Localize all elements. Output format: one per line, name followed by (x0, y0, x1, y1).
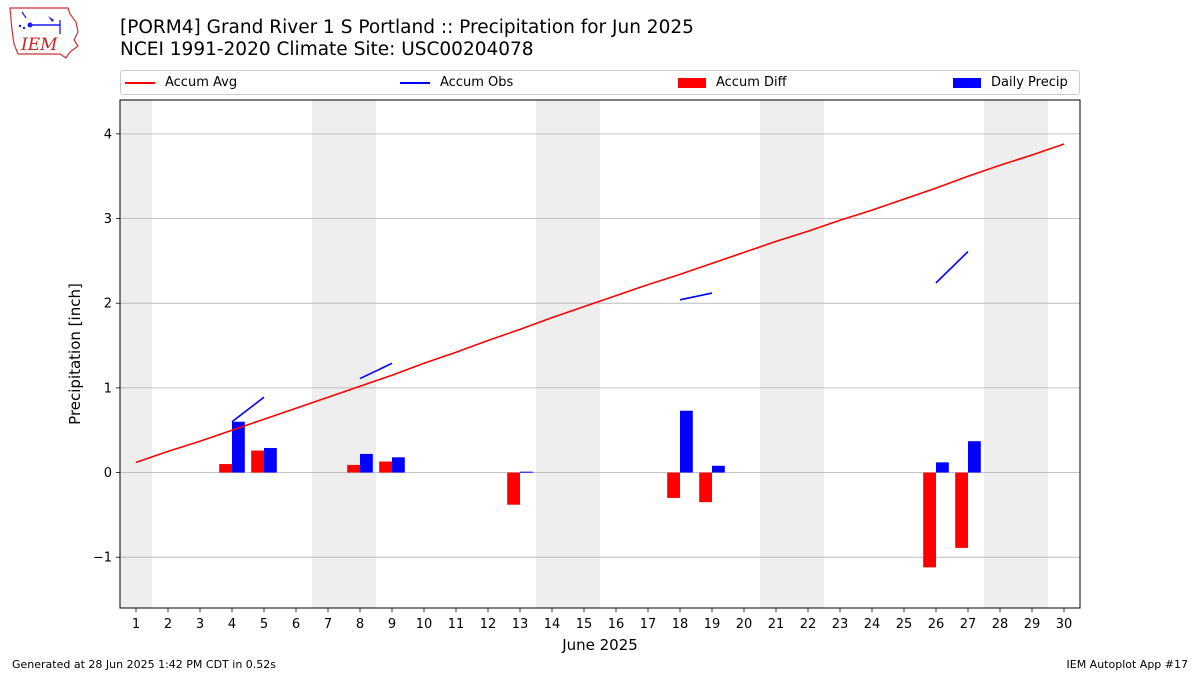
x-tick-label-17: 17 (640, 617, 657, 632)
x-tick-label-2: 2 (164, 617, 172, 632)
footer-generated: Generated at 28 Jun 2025 1:42 PM CDT in … (12, 658, 277, 671)
x-tick-label-21: 21 (768, 617, 785, 632)
legend-label-accum-avg: Accum Avg (165, 75, 238, 90)
legend-entry-accum-diff: Accum Diff (678, 74, 787, 91)
x-tick-label-19: 19 (704, 617, 721, 632)
chart-title: [PORM4] Grand River 1 S Portland :: Prec… (120, 17, 694, 61)
daily-precip-bar-day-5 (264, 447, 277, 473)
legend-swatch-accum-obs (400, 81, 430, 84)
legend: Accum Avg Accum Obs Accum Diff Daily Pre… (120, 70, 1080, 95)
legend-entry-accum-avg: Accum Avg (125, 74, 237, 91)
legend-label-accum-diff: Accum Diff (716, 75, 787, 90)
x-tick-label-6: 6 (292, 617, 300, 632)
x-tick-label-13: 13 (512, 617, 529, 632)
x-tick-label-28: 28 (992, 617, 1009, 632)
accum-diff-bar-day-18 (667, 472, 680, 498)
x-tick-label-7: 7 (324, 617, 332, 632)
daily-precip-bar-day-18 (680, 410, 693, 473)
x-tick-label-5: 5 (260, 617, 268, 632)
x-tick-label-16: 16 (608, 617, 625, 632)
footer-app-id: IEM Autoplot App #17 (1066, 658, 1189, 671)
legend-label-accum-obs: Accum Obs (440, 75, 514, 90)
x-tick-label-30: 30 (1056, 617, 1073, 632)
x-axis-label: June 2025 (561, 636, 638, 654)
x-tick-label-29: 29 (1024, 617, 1041, 632)
accum-obs-segment-1 (359, 362, 393, 380)
daily-precip-bar-day-19 (712, 465, 725, 473)
legend-label-daily-precip: Daily Precip (991, 75, 1068, 90)
weekend-shade-2 (536, 100, 600, 608)
y-tick-label-0: −1 (93, 551, 112, 566)
weekend-shade-1 (312, 100, 376, 608)
title-line-2: NCEI 1991-2020 Climate Site: USC00204078 (120, 39, 534, 60)
y-axis-label: Precipitation [inch] (66, 283, 84, 425)
weekend-shade-3 (760, 100, 824, 608)
accum-diff-bar-day-4 (219, 464, 232, 473)
accum-obs-segment-2 (679, 292, 713, 301)
accum-diff-bar-day-9 (379, 461, 392, 473)
accum-obs-segment-0 (231, 396, 265, 423)
x-tick-label-24: 24 (864, 617, 881, 632)
legend-swatch-accum-diff (678, 77, 706, 88)
weekend-shade-4 (984, 100, 1048, 608)
legend-swatch-daily-precip (953, 77, 981, 88)
accum-obs-segment-3 (935, 250, 969, 284)
accum-diff-bar-day-26 (923, 472, 936, 568)
accum-diff-bar-day-13 (507, 472, 520, 505)
daily-precip-bar-day-27 (968, 441, 981, 473)
x-tick-label-15: 15 (576, 617, 593, 632)
x-tick-label-3: 3 (196, 617, 204, 632)
legend-entry-accum-obs: Accum Obs (400, 74, 513, 91)
weekend-shade-0 (120, 100, 152, 608)
x-tick-label-27: 27 (960, 617, 977, 632)
daily-precip-bar-day-9 (392, 457, 405, 473)
x-tick-label-9: 9 (388, 617, 396, 632)
y-tick-label-1: 0 (104, 466, 112, 481)
daily-precip-bar-day-26 (936, 462, 949, 473)
accum-diff-bar-day-8 (347, 464, 360, 473)
daily-precip-bar-day-4 (232, 421, 245, 473)
iem-logo: IEM (9, 7, 79, 59)
accum-diff-bar-day-19 (699, 472, 712, 503)
x-tick-label-18: 18 (672, 617, 689, 632)
daily-precip-bar-day-13 (520, 471, 533, 473)
legend-entry-daily-precip: Daily Precip (953, 74, 1068, 91)
x-tick-label-23: 23 (832, 617, 849, 632)
x-tick-label-12: 12 (480, 617, 497, 632)
y-tick-label-4: 3 (104, 212, 112, 227)
y-tick-label-3: 2 (104, 297, 112, 312)
y-tick-label-5: 4 (104, 127, 112, 142)
legend-swatch-accum-avg (125, 81, 155, 84)
x-tick-label-4: 4 (228, 617, 236, 632)
x-tick-label-8: 8 (356, 617, 364, 632)
accum-diff-bar-day-5 (251, 450, 264, 473)
x-tick-label-11: 11 (448, 617, 465, 632)
x-tick-label-22: 22 (800, 617, 817, 632)
logo-text: IEM (20, 35, 58, 55)
daily-precip-bar-day-8 (360, 453, 373, 473)
x-tick-label-1: 1 (132, 617, 140, 632)
x-tick-label-25: 25 (896, 617, 913, 632)
x-tick-label-26: 26 (928, 617, 945, 632)
x-tick-label-14: 14 (544, 617, 561, 632)
accum-diff-bar-day-27 (955, 472, 968, 548)
plot-frame (119, 99, 1081, 609)
y-tick-label-2: 1 (104, 381, 112, 396)
title-line-1: [PORM4] Grand River 1 S Portland :: Prec… (120, 17, 694, 38)
accum-avg-line (135, 143, 1065, 464)
x-tick-label-20: 20 (736, 617, 753, 632)
x-tick-label-10: 10 (416, 617, 433, 632)
